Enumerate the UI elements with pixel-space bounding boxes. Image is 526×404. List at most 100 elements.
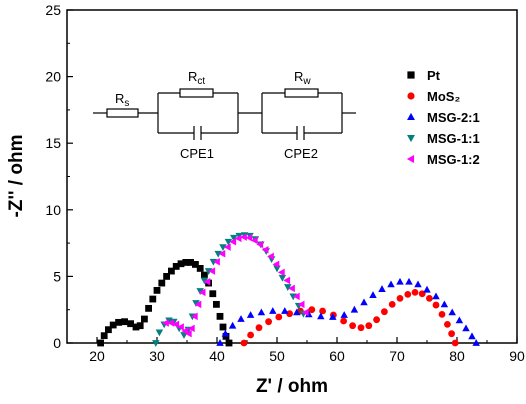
data-point-msg-1-2 xyxy=(198,288,206,297)
data-point-mos xyxy=(365,322,373,330)
rs-resistor xyxy=(106,108,139,118)
data-point-msg-2-1 xyxy=(369,291,377,298)
data-point-mos xyxy=(255,324,263,332)
tick-labels: 20 30 40 50 60 70 80 90 0 5 10 15 20 25 xyxy=(45,2,525,364)
data-point-msg-1-2 xyxy=(301,308,309,317)
data-point-mos xyxy=(426,294,433,302)
data-point-mos xyxy=(247,331,255,339)
data-point-pt xyxy=(158,279,166,287)
data-point-msg-2-1 xyxy=(440,300,449,308)
data-point-pt xyxy=(219,323,227,331)
data-point-msg-1-2 xyxy=(213,258,220,266)
data-point-pt xyxy=(121,318,128,326)
data-point-pt xyxy=(100,332,108,340)
data-point-pt xyxy=(187,259,194,266)
legend-marker-msg-1-1 xyxy=(407,134,415,143)
data-point-msg-1-2 xyxy=(208,267,216,275)
x-tick-label: 70 xyxy=(389,348,405,364)
data-point-msg-1-2 xyxy=(172,320,180,329)
legend-label-msg-1-1: MSG-1:1 xyxy=(427,131,480,146)
data-points xyxy=(97,232,480,347)
data-point-pt xyxy=(127,320,134,328)
data-point-msg-1-1 xyxy=(219,244,227,252)
data-point-msg-2-1 xyxy=(216,339,224,346)
data-point-pt xyxy=(132,323,140,331)
data-point-msg-2-1 xyxy=(405,277,413,285)
y-tick-label: 20 xyxy=(45,69,61,85)
data-point-msg-2-1 xyxy=(281,307,289,314)
rct-resistor xyxy=(179,88,214,98)
data-point-pt xyxy=(209,290,217,298)
legend-marker-msg-2-1 xyxy=(407,112,415,121)
data-point-msg-1-2 xyxy=(250,236,258,245)
data-point-msg-1-2 xyxy=(261,246,269,254)
data-point-msg-1-2 xyxy=(194,300,202,309)
x-tick-label: 50 xyxy=(269,348,285,364)
data-point-pt xyxy=(149,295,157,303)
data-point-msg-1-2 xyxy=(297,300,305,309)
data-point-msg-2-1 xyxy=(269,307,277,314)
data-point-msg-1-1 xyxy=(200,277,209,285)
data-point-msg-2-1 xyxy=(317,312,325,320)
data-point-pt xyxy=(213,300,220,308)
data-point-msg-2-1 xyxy=(414,280,422,288)
data-point-msg-1-1 xyxy=(224,238,233,246)
data-point-msg-1-2 xyxy=(190,312,198,321)
data-point-mos xyxy=(373,316,380,324)
rw-label: Rw xyxy=(294,69,311,87)
data-point-mos xyxy=(286,310,293,318)
data-point-pt xyxy=(177,260,185,268)
data-point-msg-2-1 xyxy=(350,305,359,313)
data-point-msg-1-2 xyxy=(256,240,264,249)
data-point-mos xyxy=(448,330,455,338)
rw-resistor xyxy=(284,88,319,98)
data-point-msg-1-1 xyxy=(230,234,238,242)
x-tick-label: 90 xyxy=(509,348,525,364)
y-tick-label: 15 xyxy=(45,135,61,151)
data-point-mos xyxy=(438,310,446,318)
data-point-msg-1-1 xyxy=(214,250,222,258)
data-point-msg-1-2 xyxy=(218,250,226,258)
y-tick-label: 10 xyxy=(45,202,61,218)
data-point-pt xyxy=(105,326,112,334)
data-point-msg-1-1 xyxy=(152,340,160,347)
data-point-msg-1-1 xyxy=(284,284,292,291)
data-point-msg-1-2 xyxy=(277,268,285,277)
x-tick-label: 30 xyxy=(149,348,165,364)
data-point-msg-2-1 xyxy=(340,311,348,318)
data-point-msg-2-1 xyxy=(228,321,237,329)
data-point-mos xyxy=(308,306,316,314)
data-point-msg-2-1 xyxy=(329,313,337,320)
data-point-msg-1-2 xyxy=(283,276,291,285)
data-point-pt xyxy=(182,259,190,266)
legend-label-msg-2-1: MSG-2:1 xyxy=(427,110,480,125)
data-point-msg-1-2 xyxy=(187,324,195,333)
data-point-msg-2-1 xyxy=(462,324,470,332)
data-point-msg-1-1 xyxy=(155,329,164,337)
data-point-pt xyxy=(201,271,208,279)
x-tick-label: 80 xyxy=(449,348,465,364)
x-axis-title: Z' / ohm xyxy=(256,376,328,397)
rs-label: Rs xyxy=(115,91,129,109)
data-point-mos xyxy=(396,294,404,302)
x-tick-label: 40 xyxy=(209,348,225,364)
cpe1-label: CPE1 xyxy=(180,146,214,161)
data-point-mos xyxy=(340,317,347,325)
rct-label: Rct xyxy=(188,69,205,87)
data-point-msg-1-2 xyxy=(245,234,253,242)
data-point-msg-2-1 xyxy=(423,285,431,293)
data-point-msg-2-1 xyxy=(360,298,368,306)
data-point-mos xyxy=(381,308,388,316)
legend-label-pt: Pt xyxy=(427,68,441,83)
data-point-msg-1-2 xyxy=(203,277,211,286)
y-tick-label: 0 xyxy=(53,335,61,351)
legend-marker-pt xyxy=(407,71,415,79)
data-point-msg-2-1 xyxy=(257,308,266,316)
x-tick-label: 20 xyxy=(89,348,105,364)
data-point-msg-2-1 xyxy=(396,277,404,285)
legend-label-msg-1-2: MSG-1:2 xyxy=(427,152,480,167)
data-point-pt xyxy=(109,321,117,329)
data-point-pt xyxy=(196,265,204,272)
axis-ticks xyxy=(66,9,518,344)
data-point-msg-1-2 xyxy=(162,319,169,327)
